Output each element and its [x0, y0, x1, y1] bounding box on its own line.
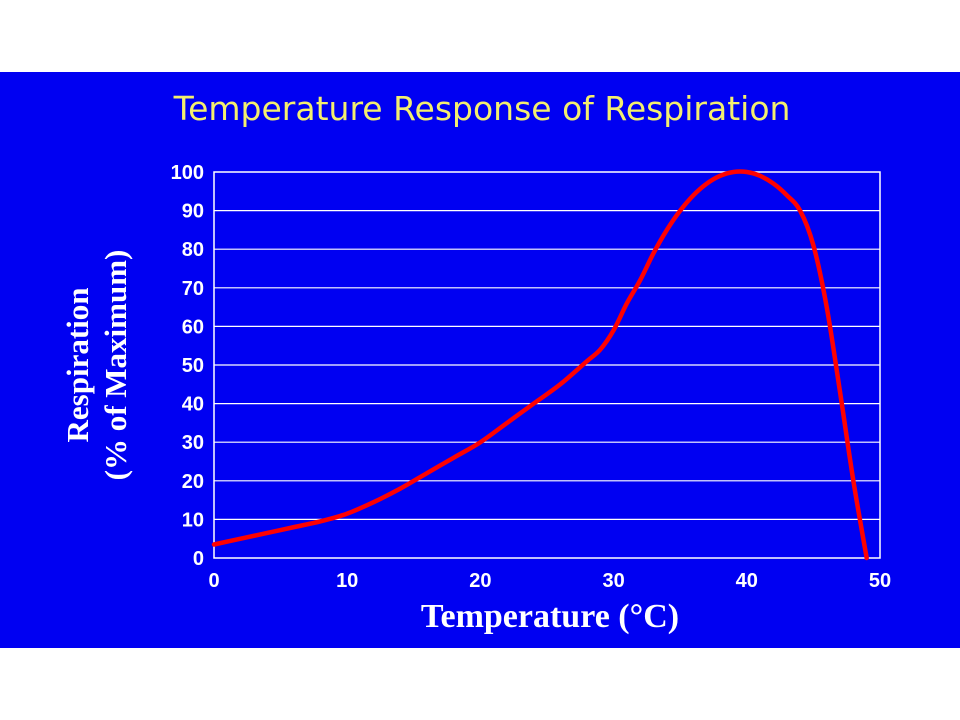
- y-axis-ticks: 0 10 20 30 40 50 60 70 80 90 100: [171, 162, 204, 570]
- x-tick-label: 10: [336, 570, 358, 592]
- x-axis-title: Temperature (°C): [421, 598, 679, 635]
- x-tick-label: 50: [869, 570, 891, 592]
- y-tick-label: 100: [171, 162, 204, 184]
- series-group: [211, 169, 869, 561]
- x-tick-label: 0: [208, 570, 219, 592]
- series-line-0: [211, 169, 869, 561]
- x-tick-label: 40: [736, 570, 758, 592]
- slide: Temperature Response of Respiration 0 10 2…: [0, 72, 960, 648]
- y-tick-label: 80: [182, 239, 204, 261]
- y-tick-label: 0: [193, 548, 204, 570]
- y-tick-label: 60: [182, 316, 204, 338]
- y-tick-label: 30: [182, 432, 204, 454]
- y-tick-label: 40: [182, 394, 204, 416]
- chart: Temperature Response of Respiration 0 10 2…: [60, 89, 891, 635]
- y-axis-title-line2: (% of Maximum): [98, 250, 133, 481]
- y-tick-label: 70: [182, 278, 204, 300]
- x-tick-label: 30: [602, 570, 624, 592]
- x-axis-ticks: 0 10 20 30 40 50: [208, 570, 891, 592]
- chart-title: Temperature Response of Respiration: [173, 89, 791, 128]
- y-tick-label: 20: [182, 471, 204, 493]
- x-tick-label: 20: [469, 570, 491, 592]
- y-axis-title-line1: Respiration: [60, 288, 95, 443]
- y-tick-label: 50: [182, 355, 204, 377]
- gridlines: [214, 210, 880, 520]
- y-tick-label: 90: [182, 201, 204, 223]
- y-axis-title: Respiration (% of Maximum): [60, 250, 133, 481]
- y-tick-label: 10: [182, 509, 204, 531]
